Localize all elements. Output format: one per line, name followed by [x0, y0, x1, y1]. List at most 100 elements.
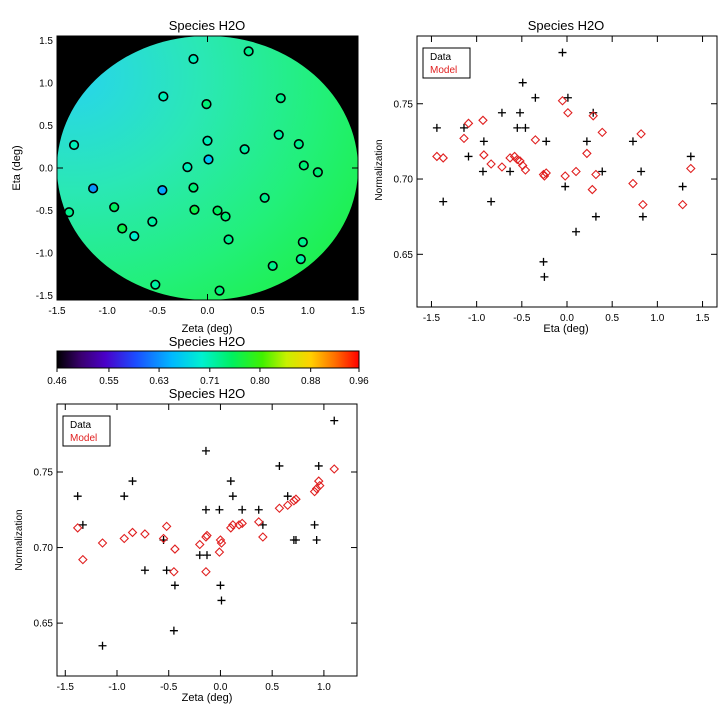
map-ytick-label: 0.5	[39, 121, 53, 132]
eta-plot-model-point	[557, 95, 568, 106]
eta-plot-model-point	[638, 199, 648, 210]
eta-plot-data-point	[563, 93, 572, 102]
zeta-plot-model-point	[314, 480, 325, 491]
eta-plot-data-point	[531, 93, 540, 102]
map-ytick-label: 1.0	[39, 78, 53, 89]
zeta-legend-box	[62, 415, 111, 447]
map-xtick-label: 0.0	[201, 306, 215, 317]
map-xtick-label: 1.0	[301, 306, 315, 317]
eta-plot-model-point	[486, 159, 496, 169]
map-point	[298, 160, 309, 171]
eta-plot-data-point	[591, 212, 600, 221]
zeta-plot-data-point	[228, 492, 237, 501]
map-point	[201, 99, 212, 110]
eta-plot-model-point	[478, 115, 488, 126]
eta-plot-model-point	[505, 153, 515, 163]
map-point	[129, 231, 140, 242]
map-point	[214, 285, 225, 296]
map-point	[239, 144, 250, 155]
map-point	[68, 139, 80, 151]
map-point	[188, 182, 199, 193]
colorbar-tick-label: 0.80	[250, 376, 270, 387]
eta-plot-data-point	[561, 182, 570, 191]
eta-plot-data-point	[582, 137, 591, 146]
map-point	[275, 93, 286, 104]
zeta-plot-legend: Data Model	[62, 415, 111, 447]
zeta-plot-data-point	[128, 477, 137, 486]
zeta-plot-title: Species H2O	[169, 386, 246, 401]
zeta-plot-model-point	[201, 566, 211, 577]
zeta-plot-model-point	[170, 544, 180, 554]
map-y-axis: -1.5 -1.0 -0.5 0.0 0.5 1.0 1.5	[36, 36, 358, 302]
zeta-plot-data-point	[140, 566, 149, 575]
zeta-plot-data-point	[217, 596, 226, 605]
eta-plot-xlabel: Eta (deg)	[543, 323, 588, 335]
map-xtick-label: 0.5	[251, 306, 265, 317]
eta-plot-y-axis: 0.65 0.70 0.75	[394, 99, 717, 261]
map-point	[212, 205, 223, 216]
eta-plot-data-point	[628, 137, 637, 146]
eta-plot-x-axis: -1.5 -1.0 -0.5 0.0 0.5 1.0 1.5	[423, 36, 710, 324]
zeta-plot-data-point	[201, 446, 210, 455]
map-point	[220, 211, 231, 222]
colorbar-tick-label: 0.88	[301, 376, 321, 387]
map-point	[150, 279, 161, 290]
zeta-plot-xtick-label: -1.5	[57, 682, 75, 693]
map-ylabel: Eta (deg)	[11, 145, 23, 190]
eta-plot-data-point	[506, 167, 515, 176]
eta-plot-data-point	[678, 182, 687, 191]
colorbar-tick-label: 0.46	[47, 376, 67, 387]
eta-plot-data-point	[637, 167, 646, 176]
zeta-plot-ytick-label: 0.70	[34, 543, 54, 554]
zeta-plot-model-point	[78, 554, 88, 565]
zeta-plot-data-point	[201, 505, 210, 514]
zeta-plot-model-point	[313, 476, 324, 486]
map-point	[259, 192, 270, 203]
zeta-plot-model-point	[140, 529, 150, 539]
eta-plot-model-point	[541, 168, 551, 178]
zeta-plot-points	[72, 416, 340, 650]
colorbar-tick-label: 0.63	[149, 376, 169, 387]
zeta-plot-data-point	[216, 581, 225, 590]
eta-plot-model-point	[520, 165, 531, 175]
zeta-plot-model-point	[234, 520, 244, 530]
map-point	[312, 167, 323, 178]
zeta-plot-model-point	[329, 464, 340, 474]
zeta-plot-data-point	[78, 520, 87, 529]
eta-plot-points	[432, 48, 696, 281]
eta-plot-ytick-label: 0.65	[394, 250, 414, 261]
eta-plot-model-point	[459, 133, 469, 144]
zeta-plot-xtick-label: 1.0	[317, 682, 331, 693]
eta-plot-model-point	[587, 184, 598, 195]
zeta-plot-data-point	[226, 477, 235, 486]
zeta-plot-data-point	[170, 581, 179, 590]
colorbar-tick-label: 0.71	[200, 376, 220, 387]
zeta-plot-model-point	[215, 535, 226, 545]
map-title: Species H2O	[169, 18, 246, 33]
eta-plot-model-point	[582, 148, 592, 159]
eta-plot-xtick-label: -1.0	[468, 313, 486, 324]
map-point	[157, 185, 168, 196]
eta-plot-xtick-label: -1.5	[423, 313, 441, 324]
map-xtick-label: 1.5	[351, 306, 365, 317]
zeta-plot-panel: Species H2O -1.5 -1.0 -0.5 0.0 0.5 1.0 0.650.…	[14, 386, 358, 704]
zeta-plot-data-point	[203, 551, 211, 560]
map-point	[188, 53, 199, 65]
zeta-plot-y-axis: 0.65 0.70 0.75	[34, 468, 357, 630]
eta-plot-model-point	[479, 150, 489, 160]
zeta-plot-data-point	[162, 566, 171, 575]
zeta-plot-model-point	[119, 533, 130, 544]
zeta-plot-ytick-label: 0.75	[34, 468, 54, 479]
map-ytick-label: 0.0	[39, 164, 53, 175]
zeta-plot-model-point	[194, 539, 205, 550]
zeta-plot-data-point	[314, 461, 323, 470]
zeta-plot-model-point	[228, 520, 238, 530]
zeta-plot-data-point	[312, 536, 321, 544]
map-point	[117, 223, 128, 234]
map-point	[295, 254, 306, 265]
zeta-plot-data-point	[291, 536, 300, 544]
eta-plot-data-point	[478, 167, 487, 176]
zeta-plot-model-point	[72, 523, 83, 533]
map-point	[202, 135, 213, 146]
map-point	[297, 236, 308, 248]
